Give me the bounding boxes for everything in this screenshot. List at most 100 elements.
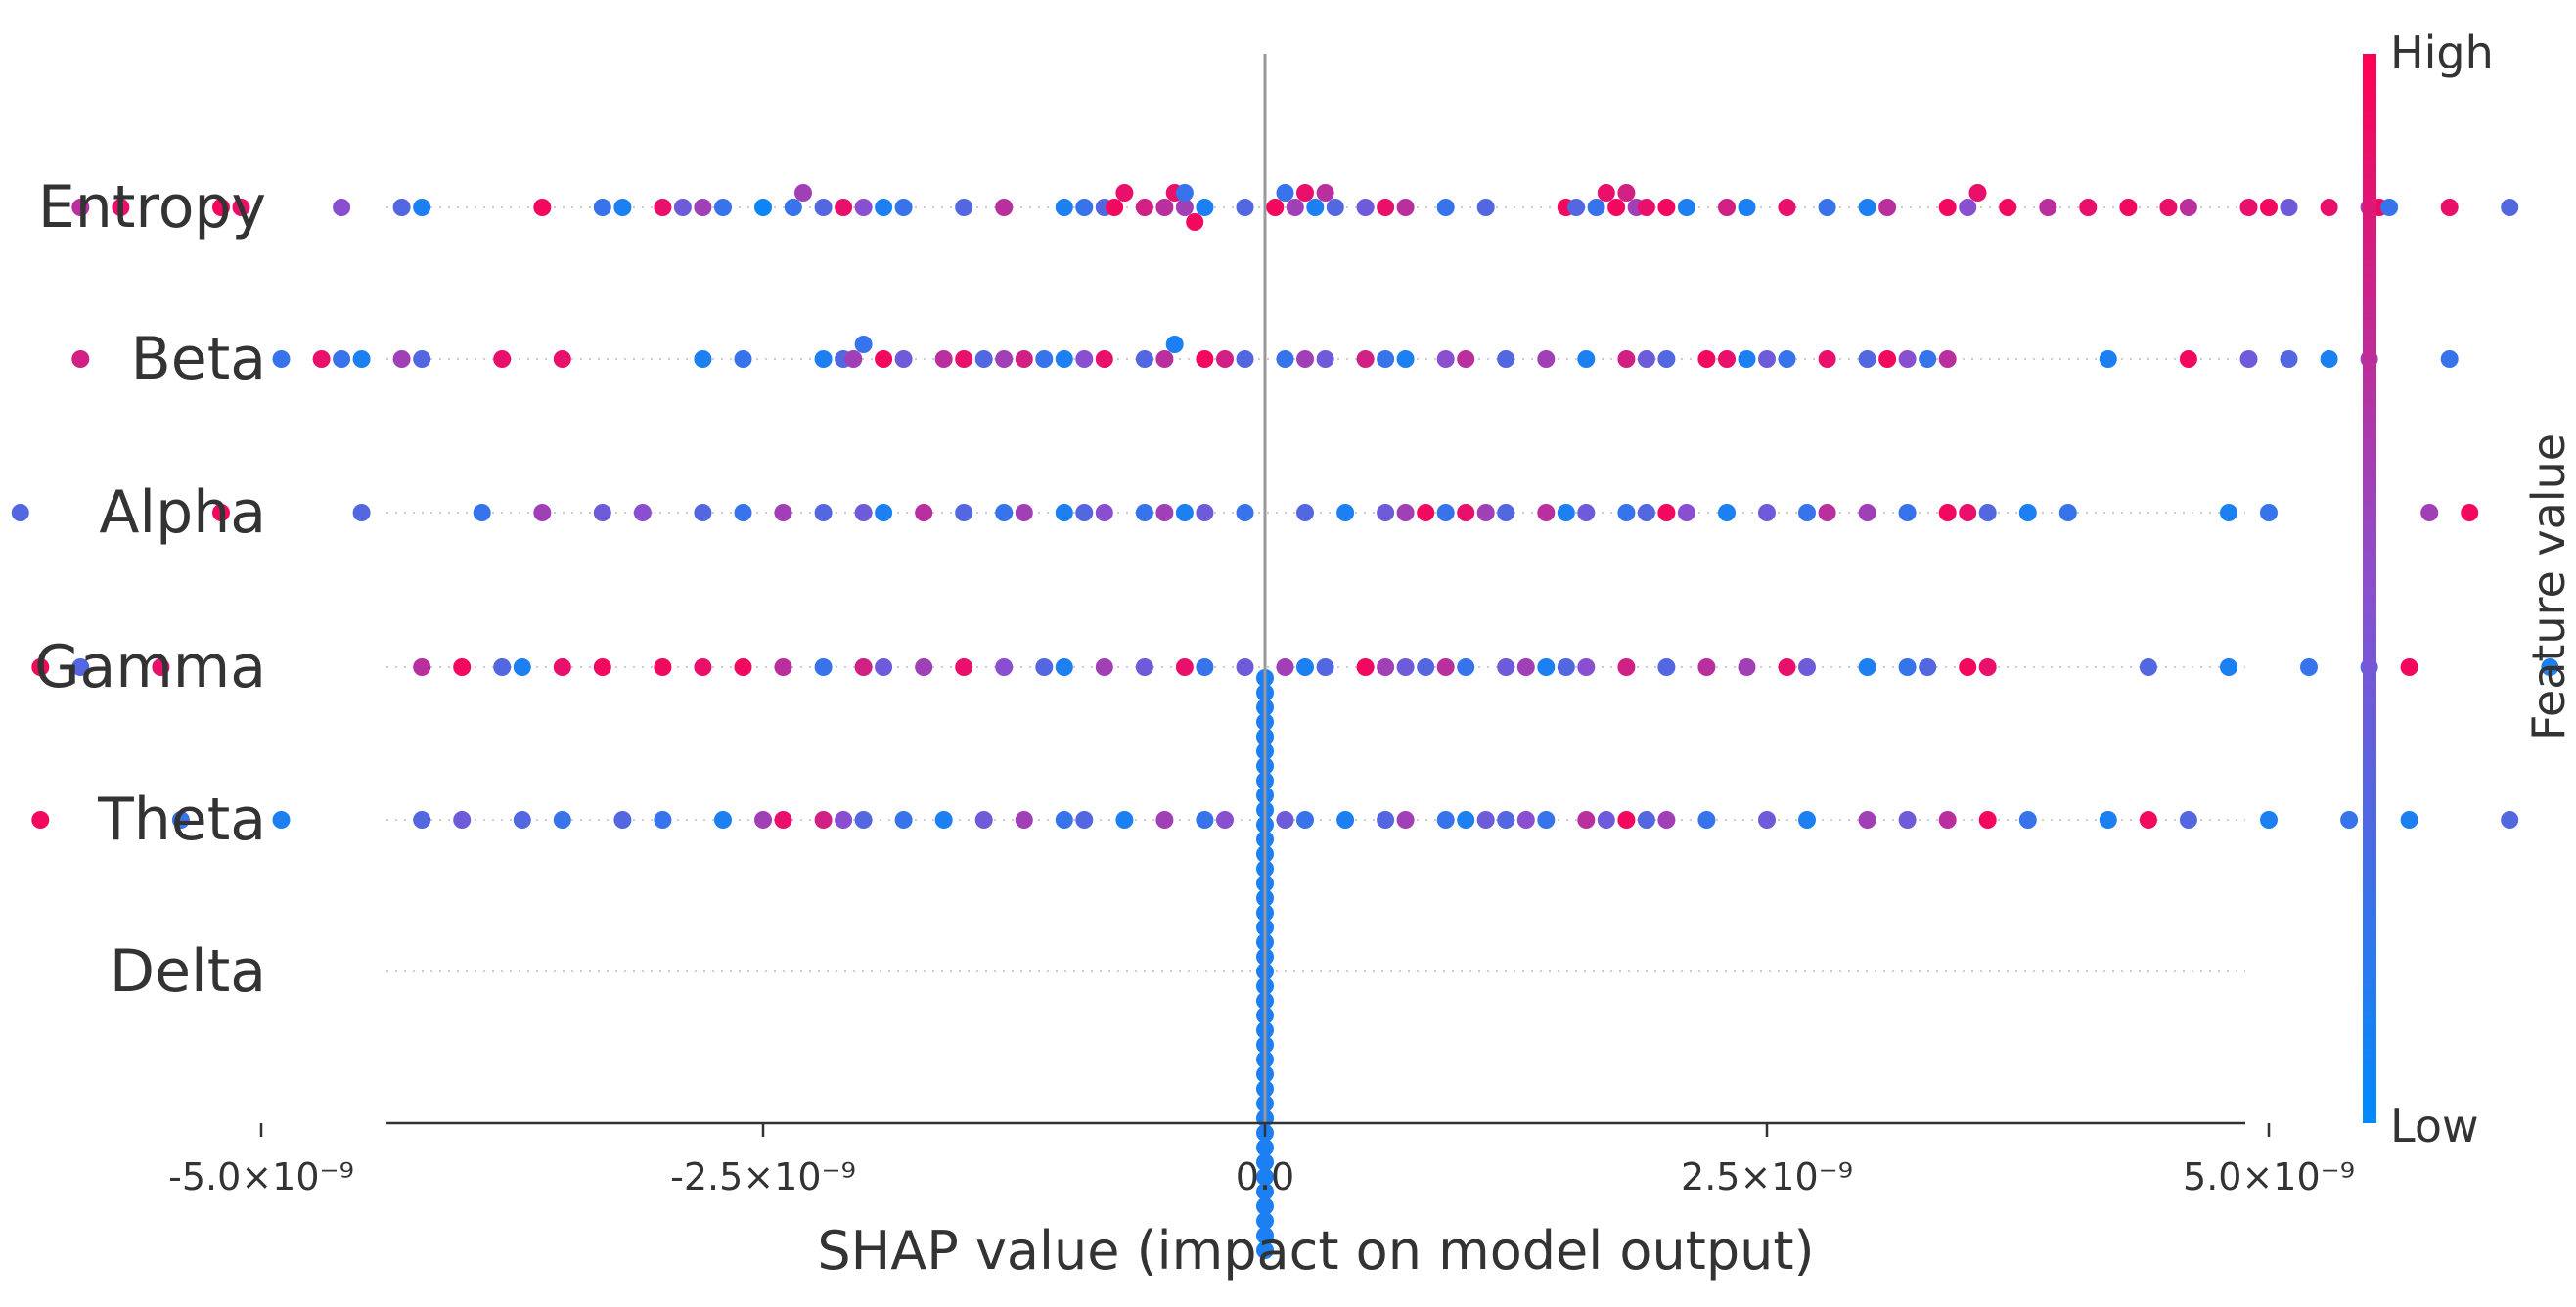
shap-point-beta-55: [1878, 350, 1897, 368]
shap-point-theta-51: [2139, 811, 2157, 829]
shap-point-theta-33: [1476, 811, 1495, 829]
shap-point-beta-22: [995, 350, 1014, 368]
shap-point-theta-31: [1436, 811, 1455, 829]
shap-point-alpha-37: [1617, 504, 1636, 521]
shap-point-alpha-15: [995, 504, 1014, 521]
shap-point-gamma-27: [1276, 658, 1294, 676]
shap-point-gamma-21: [1055, 658, 1073, 676]
shap-point-gamma-47: [1858, 658, 1876, 676]
shap-point-gamma-8: [553, 658, 571, 676]
shap-point-theta-55: [2400, 811, 2418, 829]
shap-point-alpha-22: [1175, 504, 1194, 521]
shap-point-delta-38: [1256, 1241, 1274, 1259]
shap-point-gamma-4: [413, 658, 431, 676]
shap-point-beta-16: [854, 336, 873, 353]
feature-label: Alpha: [99, 478, 266, 547]
shap-point-beta-33: [1236, 350, 1254, 368]
colorbar-high-label: High: [2390, 26, 2494, 79]
shap-point-alpha-47: [1938, 504, 1957, 521]
shap-point-theta-18: [974, 811, 993, 829]
shap-point-alpha-0: [11, 504, 29, 521]
shap-point-entropy-44: [1306, 199, 1325, 216]
shap-point-gamma-43: [1697, 658, 1716, 676]
shap-point-beta-10: [553, 350, 571, 368]
shap-point-alpha-17: [1055, 504, 1073, 521]
shap-point-entropy-70: [1968, 184, 1987, 202]
shap-point-entropy-80: [2320, 199, 2338, 216]
shap-point-entropy-19: [794, 184, 812, 202]
shap-point-beta-30: [1165, 336, 1184, 353]
shap-point-theta-45: [1858, 811, 1876, 829]
shap-point-delta-28: [1256, 1168, 1274, 1186]
shap-point-beta-6: [352, 350, 371, 368]
shap-point-beta-23: [1015, 350, 1033, 368]
shap-point-beta-25: [1055, 350, 1073, 368]
shap-point-gamma-49: [1919, 658, 1937, 676]
shap-point-beta-11: [694, 350, 712, 368]
shap-point-theta-7: [553, 811, 571, 829]
shap-point-beta-54: [1858, 350, 1876, 368]
shap-point-theta-29: [1377, 811, 1395, 829]
shap-point-alpha-32: [1476, 504, 1495, 521]
shap-point-entropy-11: [593, 199, 611, 216]
shap-point-theta-56: [2501, 811, 2519, 829]
shap-point-beta-57: [1919, 350, 1937, 368]
shap-point-gamma-38: [1537, 658, 1556, 676]
shap-point-alpha-14: [955, 504, 973, 521]
shap-point-entropy-22: [854, 199, 873, 216]
shap-point-alpha-8: [734, 504, 752, 521]
x-tick-label: 0.0: [1236, 1155, 1294, 1198]
shap-point-entropy-13: [654, 199, 672, 216]
shap-point-entropy-85: [2501, 199, 2519, 216]
shap-point-beta-53: [1818, 350, 1836, 368]
shap-point-theta-49: [2018, 811, 2037, 829]
shap-point-alpha-21: [1155, 504, 1174, 521]
shap-point-entropy-41: [1276, 184, 1294, 202]
shap-point-gamma-18: [955, 658, 973, 676]
shap-point-entropy-14: [673, 199, 692, 216]
shap-point-entropy-79: [2280, 199, 2298, 216]
shap-point-beta-60: [2179, 350, 2197, 368]
shap-point-beta-17: [875, 350, 893, 368]
shap-point-beta-24: [1035, 350, 1054, 368]
shap-point-entropy-59: [1637, 199, 1655, 216]
shap-point-entropy-27: [1055, 199, 1073, 216]
shap-point-alpha-24: [1236, 504, 1254, 521]
shap-point-beta-34: [1276, 350, 1294, 368]
colorbar-low-label: Low: [2390, 1100, 2479, 1152]
shap-point-entropy-36: [1175, 184, 1194, 202]
shap-point-gamma-44: [1738, 658, 1756, 676]
shap-point-entropy-35: [1175, 199, 1194, 216]
shap-point-beta-13: [814, 350, 833, 368]
shap-point-entropy-17: [754, 199, 772, 216]
shap-point-alpha-34: [1537, 504, 1556, 521]
shap-point-alpha-42: [1758, 504, 1776, 521]
shap-point-theta-10: [714, 811, 732, 829]
shap-point-theta-5: [453, 811, 472, 829]
x-tick-label: 5.0×10⁻⁹: [2183, 1155, 2355, 1198]
shap-point-entropy-32: [1135, 199, 1153, 216]
shap-point-theta-42: [1697, 811, 1716, 829]
shap-point-entropy-64: [1778, 199, 1796, 216]
shap-point-theta-1: [31, 811, 50, 829]
shap-point-alpha-4: [533, 504, 552, 521]
shap-point-entropy-51: [1476, 199, 1495, 216]
shap-point-theta-53: [2260, 811, 2278, 829]
shap-point-theta-9: [654, 811, 672, 829]
shap-point-alpha-49: [1978, 504, 1997, 521]
shap-point-alpha-46: [1898, 504, 1917, 521]
shap-point-gamma-56: [2400, 658, 2418, 676]
shap-point-entropy-72: [2039, 199, 2057, 216]
shap-point-beta-32: [1216, 350, 1234, 368]
shap-point-beta-49: [1718, 350, 1736, 368]
shap-point-entropy-56: [1607, 199, 1626, 216]
shap-point-entropy-38: [1196, 199, 1214, 216]
shap-point-entropy-75: [2159, 199, 2178, 216]
shap-point-alpha-7: [694, 504, 712, 521]
shap-point-gamma-33: [1417, 658, 1435, 676]
shap-point-theta-23: [1155, 811, 1174, 829]
shap-point-entropy-60: [1657, 199, 1676, 216]
shap-point-entropy-61: [1677, 199, 1695, 216]
shap-point-entropy-48: [1377, 199, 1395, 216]
shap-point-alpha-38: [1637, 504, 1655, 521]
